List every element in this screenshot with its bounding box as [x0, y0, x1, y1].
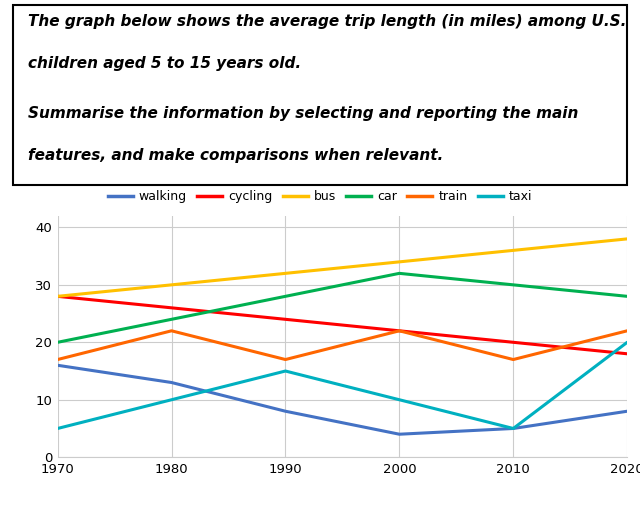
- Text: Summarise the information by selecting and reporting the main: Summarise the information by selecting a…: [28, 106, 579, 121]
- FancyBboxPatch shape: [13, 5, 627, 185]
- Text: The graph below shows the average trip length (in miles) among U.S.: The graph below shows the average trip l…: [28, 14, 627, 29]
- Legend: walking, cycling, bus, car, train, taxi: walking, cycling, bus, car, train, taxi: [102, 185, 538, 208]
- Text: children aged 5 to 15 years old.: children aged 5 to 15 years old.: [28, 55, 301, 71]
- Text: features, and make comparisons when relevant.: features, and make comparisons when rele…: [28, 147, 444, 163]
